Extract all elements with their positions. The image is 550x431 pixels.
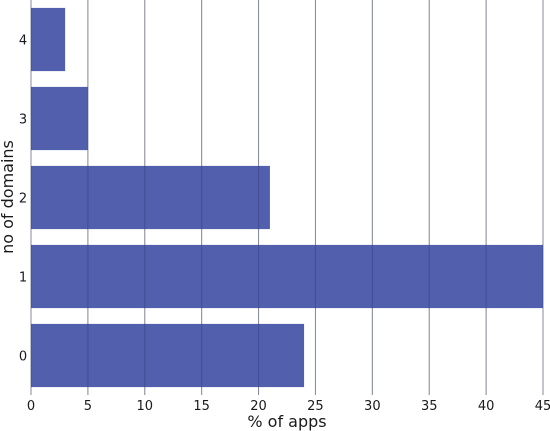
x-axis-label: % of apps: [247, 412, 326, 431]
y-tick-labels: 0 1 2 3 4: [19, 34, 27, 365]
bar-1: [31, 244, 543, 309]
x-tick-label: 20: [250, 399, 267, 414]
x-tick-label: 25: [307, 399, 324, 414]
bar-0: [31, 323, 305, 388]
x-tick-label: 35: [421, 399, 438, 414]
y-tick-label: 0: [19, 350, 27, 365]
bar-3: [31, 86, 88, 151]
bars: [30, 0, 544, 395]
x-tick-label: 5: [84, 399, 92, 414]
x-tick-label: 15: [193, 399, 210, 414]
bar-4: [31, 7, 66, 72]
x-tick-label: 0: [27, 399, 35, 414]
y-tick-label: 2: [19, 192, 27, 207]
x-tick-label: 10: [137, 399, 154, 414]
y-tick-label: 1: [19, 271, 27, 286]
x-tick-label: 30: [364, 399, 381, 414]
x-tick-label: 45: [535, 399, 550, 414]
x-tick-label: 40: [478, 399, 495, 414]
bar-2: [31, 165, 270, 230]
y-axis-label: no of domains: [0, 140, 17, 254]
x-tick-labels: 0 5 10 15 20 25 30 35 40 45: [27, 399, 550, 414]
y-tick-label: 4: [19, 34, 27, 49]
y-tick-label: 3: [19, 113, 27, 128]
